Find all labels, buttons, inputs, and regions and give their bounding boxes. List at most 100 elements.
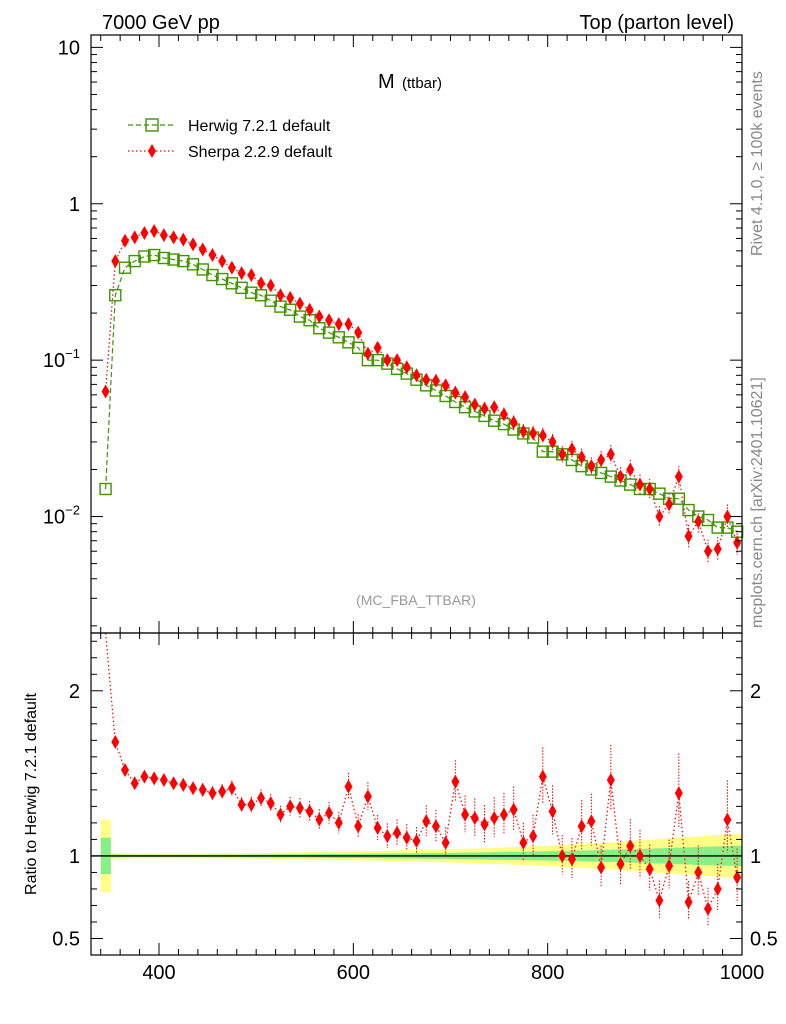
- sherpa-point: [198, 242, 207, 257]
- ratio-sherpa-point: [665, 858, 674, 873]
- herwig-point: [167, 253, 180, 266]
- ratio-panel: 0.5 0.5 1 1 2 2 400 600 800 1000 Ratio to Herwig …: [23, 632, 778, 984]
- herwig-point: [109, 289, 122, 302]
- main-y-tick-label: 10−1: [43, 346, 80, 372]
- ratio-sherpa-point: [645, 862, 654, 877]
- ratio-sherpa-point: [422, 814, 431, 829]
- ratio-sherpa-point: [315, 812, 324, 827]
- ratio-sherpa-point: [227, 781, 236, 796]
- herwig-point: [701, 513, 715, 527]
- ratio-sherpa-point: [470, 810, 479, 825]
- sherpa-point: [247, 268, 256, 283]
- sherpa-point: [393, 353, 402, 368]
- ratio-sherpa-point: [237, 797, 246, 812]
- ratio-sherpa-point: [208, 786, 217, 801]
- herwig-point: [682, 503, 695, 517]
- ratio-y-tick-label-left: 1: [69, 846, 80, 868]
- sherpa-point: [121, 233, 130, 248]
- ratio-sherpa-point: [655, 893, 664, 908]
- ratio-sherpa-point: [597, 860, 606, 875]
- sherpa-point: [257, 276, 266, 291]
- sherpa-point: [315, 309, 324, 324]
- ratio-sherpa-point: [509, 802, 518, 817]
- ratio-sherpa-point: [383, 829, 392, 844]
- analysis-tag: (MC_FBA_TTBAR): [356, 592, 476, 608]
- sherpa-point: [597, 452, 606, 467]
- ratio-sherpa-point: [703, 901, 712, 916]
- sherpa-point: [519, 424, 528, 439]
- ratio-sherpa-point: [198, 782, 207, 797]
- chart-title-sub: (ttbar): [402, 75, 442, 92]
- legend-sherpa-label: Sherpa 2.2.9 default: [188, 144, 333, 161]
- mcplots-label: mcplots.cern.ch [arXiv:2401.10621]: [749, 377, 766, 628]
- ratio-sherpa-point: [121, 763, 130, 778]
- herwig-point: [157, 251, 171, 265]
- sherpa-point: [733, 535, 742, 550]
- sherpa-point: [684, 529, 693, 544]
- main-series-layer: [99, 223, 744, 563]
- ratio-sherpa-point: [674, 786, 683, 801]
- sherpa-point: [461, 390, 470, 405]
- ratio-sherpa-point: [548, 804, 557, 819]
- ratio-sherpa-point: [169, 776, 178, 791]
- x-tick-label: 800: [531, 962, 564, 984]
- sherpa-point: [227, 260, 236, 275]
- sherpa-point: [703, 544, 712, 559]
- sherpa-point: [383, 353, 392, 368]
- sherpa-point: [140, 226, 149, 241]
- sherpa-point: [509, 415, 518, 430]
- ratio-y-tick-label-left: 2: [69, 681, 80, 703]
- ratio-sherpa-point: [587, 814, 596, 829]
- main-panel: 10−2 10−1 1 10 M (ttbar) (MC_FBA_TTBAR) Her…: [43, 34, 744, 634]
- sherpa-point: [266, 278, 275, 293]
- sherpa-point: [577, 450, 586, 465]
- ratio-sherpa-point: [451, 774, 460, 789]
- ratio-sherpa-point: [519, 835, 528, 850]
- main-y-tick-label: 1: [69, 194, 80, 216]
- sherpa-point: [451, 385, 460, 400]
- herwig-point: [206, 268, 219, 282]
- sherpa-point: [616, 469, 625, 484]
- rivet-label: Rivet 4.1.0, ≥ 100k events: [749, 71, 766, 256]
- herwig-line: [105, 254, 738, 533]
- ratio-sherpa-point: [558, 848, 567, 863]
- sherpa-point: [334, 317, 343, 332]
- header-left: 7000 GeV pp: [102, 12, 220, 34]
- ratio-sherpa-point: [334, 815, 343, 830]
- ratio-sherpa-point: [189, 781, 198, 796]
- ratio-sherpa-point: [635, 848, 644, 863]
- ratio-sherpa-point: [286, 799, 295, 814]
- ratio-ylabel: Ratio to Herwig 7.2.1 default: [23, 693, 40, 895]
- sherpa-point: [431, 373, 440, 388]
- herwig-point: [672, 492, 686, 505]
- ratio-sherpa-point: [723, 812, 732, 827]
- sherpa-point: [674, 469, 683, 484]
- sherpa-point: [645, 481, 654, 496]
- sherpa-point: [189, 237, 198, 252]
- sherpa-point: [655, 509, 664, 524]
- herwig-point: [352, 341, 365, 354]
- sherpa-point: [159, 228, 168, 243]
- ratio-sherpa-point: [257, 791, 266, 806]
- legend-entry-herwig: Herwig 7.2.1 default: [128, 118, 331, 135]
- sherpa-point: [237, 266, 246, 281]
- ratio-sherpa-point: [606, 772, 615, 787]
- ratio-sherpa-point: [480, 817, 489, 832]
- ratio-sherpa-point: [354, 819, 363, 834]
- x-tick-label: 1000: [720, 962, 765, 984]
- legend: Herwig 7.2.1 default Sherpa 2.2.9 defaul…: [128, 118, 333, 161]
- sherpa-point: [169, 230, 178, 245]
- sherpa-point: [529, 426, 538, 441]
- herwig-point: [225, 277, 239, 290]
- sherpa-point: [373, 340, 382, 355]
- ratio-sherpa-point: [529, 829, 538, 844]
- ratio-sherpa-point: [159, 772, 168, 787]
- herwig-point: [177, 254, 190, 268]
- ratio-sherpa-point: [276, 807, 285, 822]
- sherpa-point: [558, 447, 567, 462]
- sherpa-point: [111, 254, 120, 269]
- ratio-series-layer: [105, 632, 742, 927]
- ratio-sherpa-point: [567, 852, 576, 867]
- sherpa-point: [101, 384, 110, 399]
